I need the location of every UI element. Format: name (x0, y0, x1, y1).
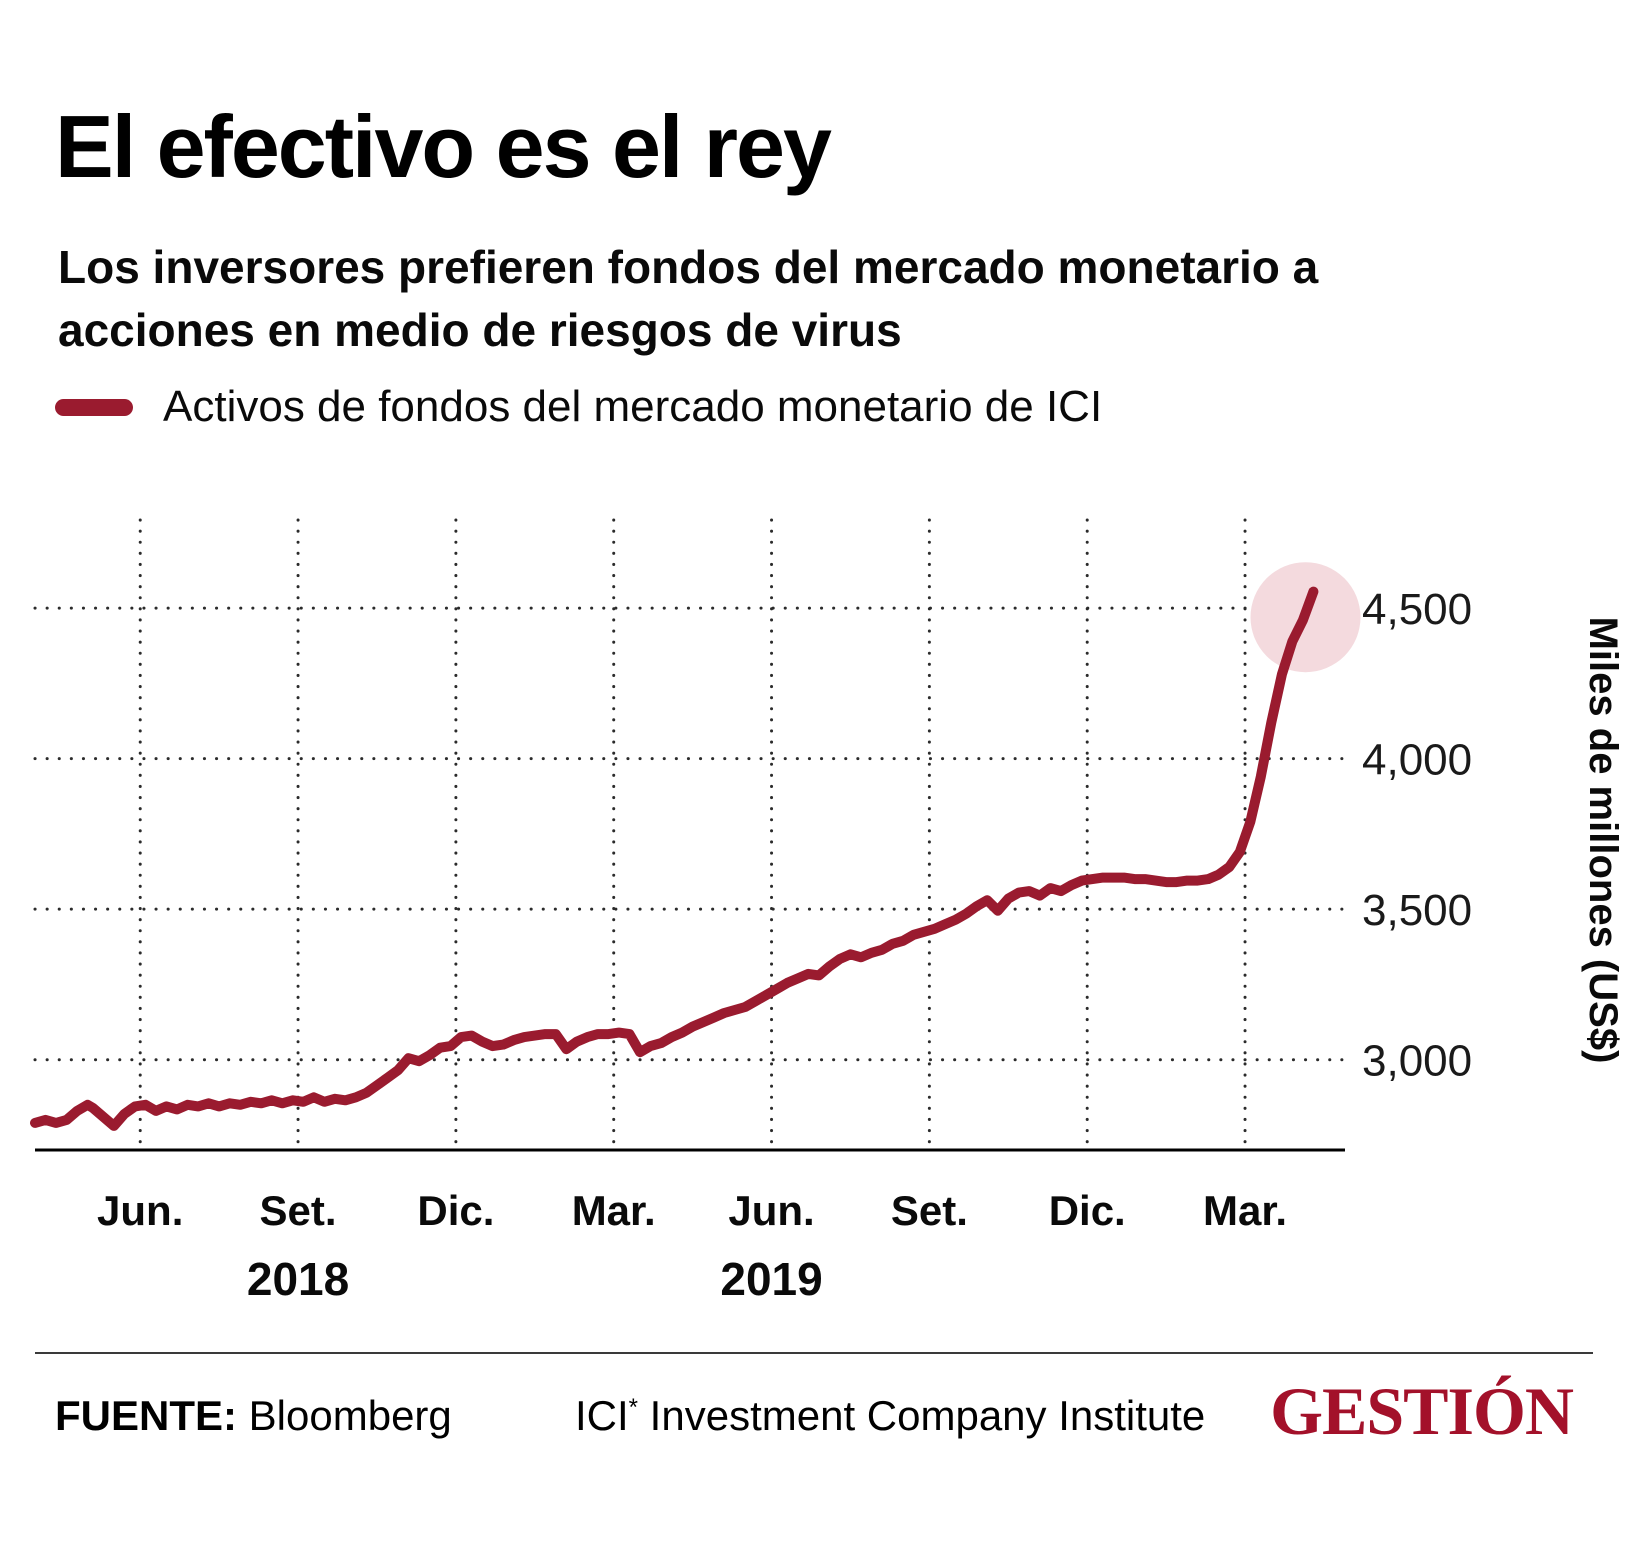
y-tick-label: 3,000 (1362, 1037, 1472, 1086)
footnote-text: Investment Company Institute (638, 1392, 1206, 1439)
x-tick-label: Jun. (97, 1187, 183, 1234)
source-credit: FUENTE: Bloomberg (55, 1392, 452, 1440)
x-tick-label: Mar. (1203, 1187, 1287, 1234)
footnote-ici: ICI (575, 1392, 629, 1439)
footnote-asterisk: * (628, 1394, 639, 1421)
brand-logo: GESTIÓN (1270, 1373, 1574, 1449)
x-tick-label: Dic. (1049, 1187, 1126, 1234)
source-label: FUENTE: (55, 1392, 237, 1439)
footer-divider (35, 1352, 1593, 1354)
chart-subtitle: Los inversores prefieren fondos del merc… (58, 241, 1319, 357)
page-title: El efectivo es el rey (55, 96, 832, 196)
legend-label: Activos de fondos del mercado monetario … (163, 382, 1103, 431)
footnote: ICI* Investment Company Institute (575, 1392, 1205, 1440)
year-label: 2019 (720, 1253, 822, 1305)
y-tick-label: 3,500 (1362, 886, 1472, 935)
x-tick-label: Dic. (417, 1187, 494, 1234)
chart-legend: Activos de fondos del mercado monetario … (55, 382, 1102, 432)
y-tick-label: 4,000 (1362, 736, 1472, 785)
series-line (30, 586, 1319, 1131)
y-tick-label: 4,500 (1362, 585, 1472, 634)
legend-line-swatch (55, 398, 133, 416)
money-market-assets-chart: Jun. Set. Dic. Mar. Jun. Set. Dic. Mar. 2018 2019… (30, 518, 1625, 1305)
x-tick-label: Set. (260, 1187, 337, 1234)
x-tick-label: Jun. (728, 1187, 814, 1234)
year-label: 2018 (247, 1253, 349, 1305)
x-tick-label: Mar. (572, 1187, 656, 1234)
x-tick-label: Set. (891, 1187, 968, 1234)
y-axis-title: Miles de millones (US$) (1581, 617, 1625, 1064)
source-value: Bloomberg (248, 1392, 452, 1439)
